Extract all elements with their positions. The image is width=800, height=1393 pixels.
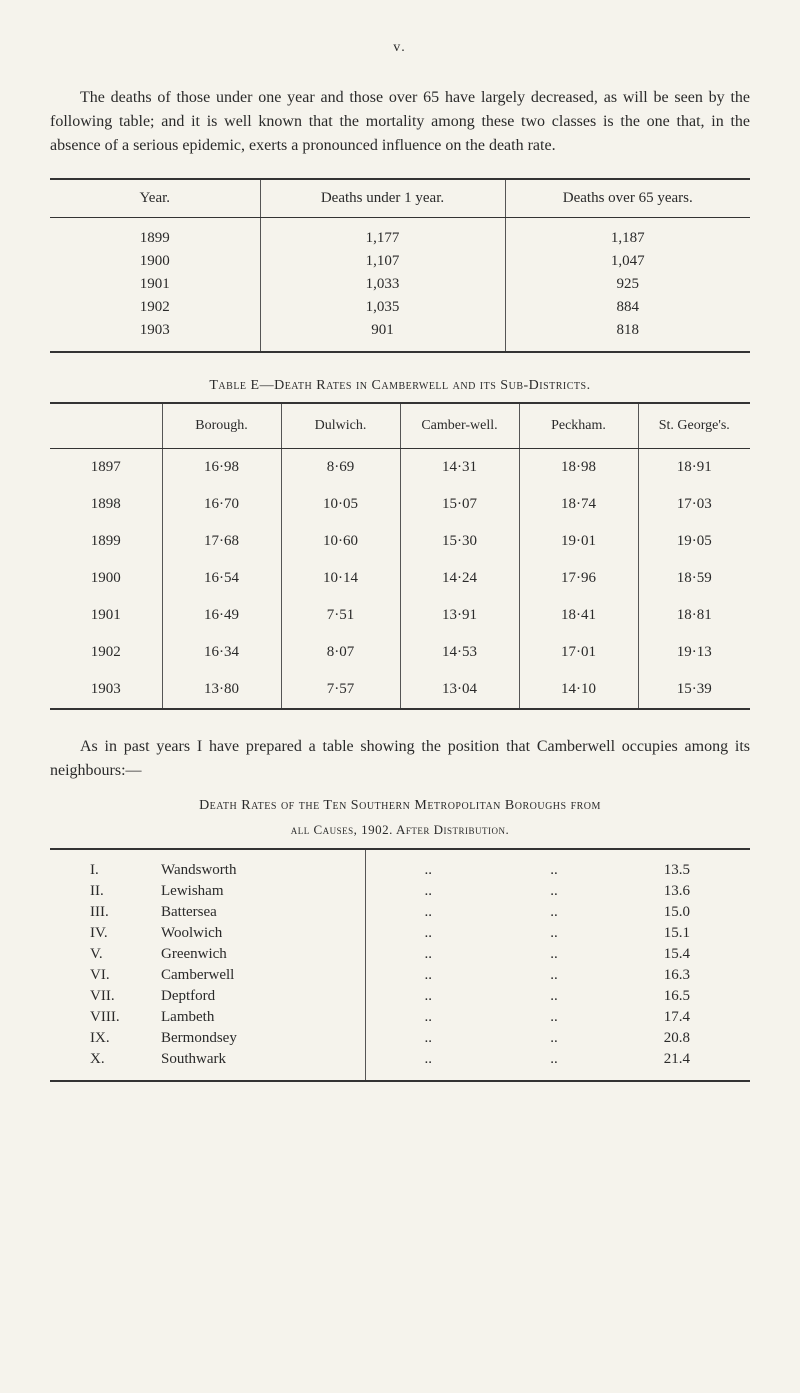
col-stgeorges: St. George's. [638, 403, 750, 449]
table3-caption-line1: Death Rates of the Ten Southern Metropol… [50, 798, 750, 814]
table-row: 1897 16·98 8·69 14·31 18·98 18·91 [50, 449, 750, 487]
deaths-under1-over65-table: Year. Deaths under 1 year. Deaths over 6… [50, 178, 750, 353]
table-row: 1900 16·54 10·14 14·24 17·96 18·59 [50, 560, 750, 597]
table-row: 1901 1,033 925 [50, 273, 750, 296]
table-row: IX. Bermondsey .. .. 20.8 [50, 1028, 750, 1049]
table-row: VI. Camberwell .. .. 16.3 [50, 965, 750, 986]
col-blank [50, 403, 162, 449]
table-row: VIII. Lambeth .. .. 17.4 [50, 1007, 750, 1028]
intro-paragraph: The deaths of those under one year and t… [50, 86, 750, 158]
col-year: Year. [50, 179, 260, 218]
table-e-caption: Table E—Death Rates in Camberwell and it… [50, 378, 750, 394]
page-number: v. [50, 40, 750, 56]
col-dulwich: Dulwich. [281, 403, 400, 449]
col-under1: Deaths under 1 year. [260, 179, 505, 218]
death-rates-subdistricts-table: Borough. Dulwich. Camber-well. Peckham. … [50, 402, 750, 710]
table-row: III. Battersea .. .. 15.0 [50, 902, 750, 923]
table-row: VII. Deptford .. .. 16.5 [50, 986, 750, 1007]
col-peckham: Peckham. [519, 403, 638, 449]
table-row: II. Lewisham .. .. 13.6 [50, 881, 750, 902]
table-row: X. Southwark .. .. 21.4 [50, 1049, 750, 1081]
table-row: I. Wandsworth .. .. 13.5 [50, 849, 750, 881]
table-row: 1900 1,107 1,047 [50, 250, 750, 273]
table-row: 1903 901 818 [50, 319, 750, 352]
col-borough: Borough. [162, 403, 281, 449]
boroughs-ranking-table: I. Wandsworth .. .. 13.5 II. Lewisham ..… [50, 848, 750, 1082]
table-row: 1899 17·68 10·60 15·30 19·01 19·05 [50, 523, 750, 560]
table-row: V. Greenwich .. .. 15.4 [50, 944, 750, 965]
table-row: 1903 13·80 7·57 13·04 14·10 15·39 [50, 671, 750, 709]
col-camberwell: Camber-well. [400, 403, 519, 449]
table-row: 1898 16·70 10·05 15·07 18·74 17·03 [50, 486, 750, 523]
table3-caption-line2: all Causes, 1902. After Distribution. [50, 822, 750, 838]
table-row: 1902 16·34 8·07 14·53 17·01 19·13 [50, 634, 750, 671]
paragraph-2: As in past years I have prepared a table… [50, 735, 750, 783]
table-row: 1899 1,177 1,187 [50, 218, 750, 251]
table-row: IV. Woolwich .. .. 15.1 [50, 923, 750, 944]
table-row: 1902 1,035 884 [50, 296, 750, 319]
table-row: 1901 16·49 7·51 13·91 18·41 18·81 [50, 597, 750, 634]
col-over65: Deaths over 65 years. [505, 179, 750, 218]
